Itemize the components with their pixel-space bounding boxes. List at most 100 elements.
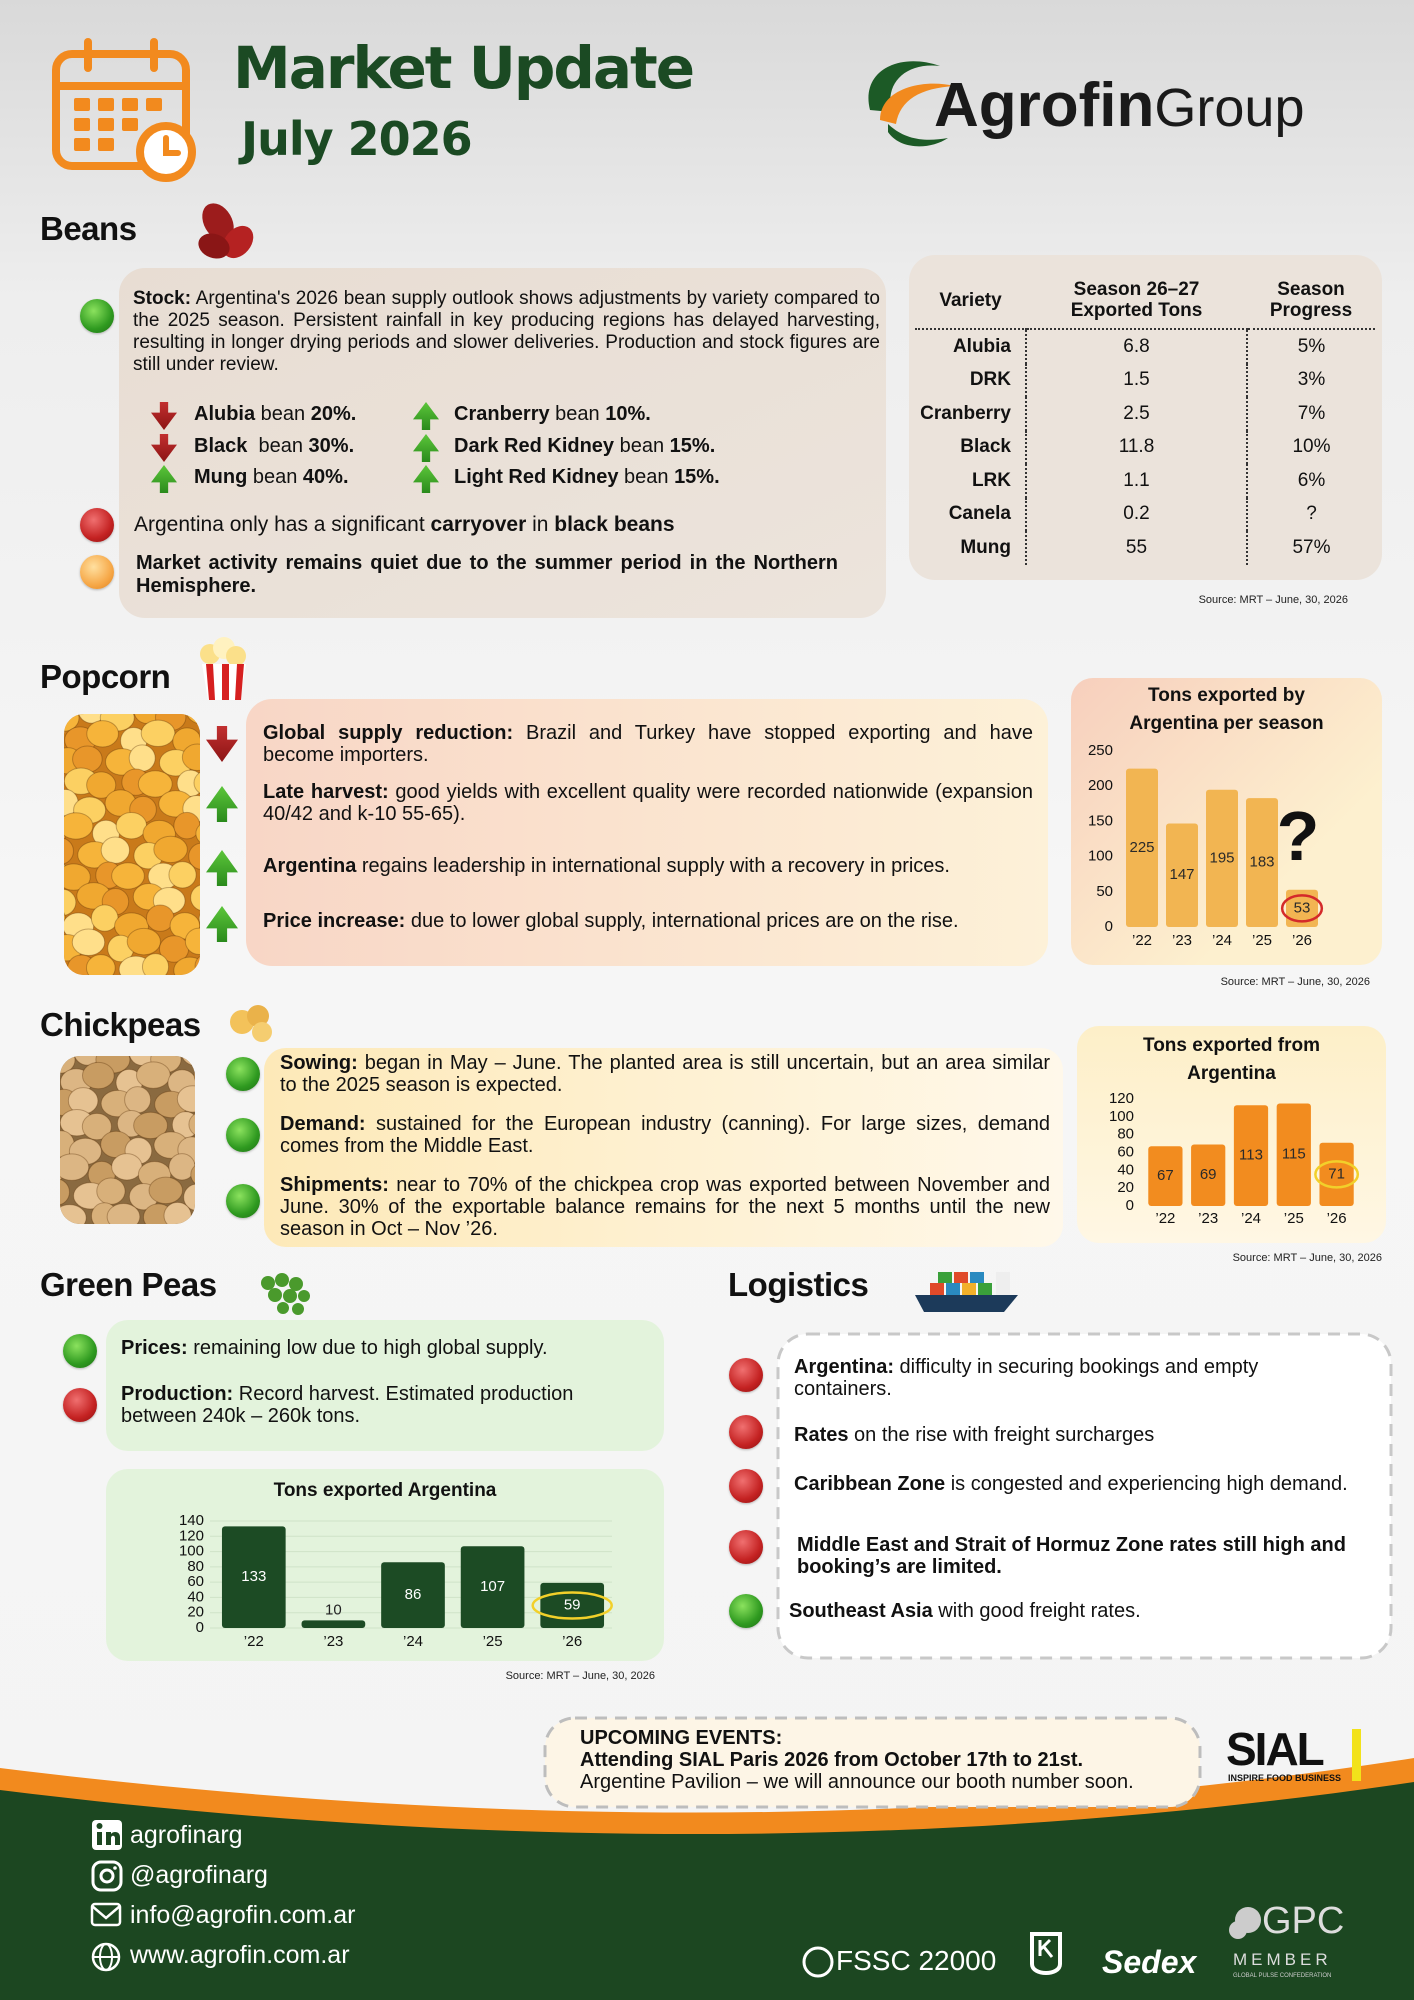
decoration — [106, 1320, 664, 1451]
decoration — [188, 842, 200, 871]
bar — [221, 1526, 286, 1628]
decoration — [81, 1112, 112, 1141]
bar — [1233, 1105, 1269, 1206]
bar — [1191, 1144, 1226, 1206]
decoration — [1229, 1921, 1247, 1939]
text-segment: Caribbean Zone — [794, 1473, 946, 1495]
decoration — [193, 1061, 195, 1089]
decoration — [954, 1272, 968, 1283]
text-segment: Middle East and Strait of Hormuz Zone ra… — [797, 1534, 1346, 1578]
table-cell: Black — [960, 436, 1011, 458]
change: Alubia bean 20%. — [194, 403, 356, 425]
decoration — [176, 1085, 195, 1113]
status-dot — [80, 555, 114, 589]
y-tick-label: 40 — [1117, 1161, 1134, 1178]
item: Sowing: began in May – June. The planted… — [280, 1052, 1050, 1096]
certification: Sedex — [1102, 1944, 1197, 1980]
bar — [1319, 1142, 1354, 1206]
text-segment: Production: — [121, 1383, 234, 1405]
text-segment: is congested and experiencing high deman… — [945, 1473, 1348, 1495]
x-tick-label: ’25 — [483, 1633, 503, 1650]
decoration — [970, 1272, 984, 1283]
decoration — [283, 1289, 297, 1303]
section-heading: Chickpeas — [40, 1006, 201, 1043]
decoration — [930, 1283, 944, 1295]
bar — [1276, 1103, 1311, 1206]
item: Middle East and Strait of Hormuz Zone ra… — [797, 1534, 1377, 1578]
decoration — [298, 1290, 310, 1302]
decoration — [71, 928, 106, 956]
status-dot — [80, 299, 114, 333]
text-segment: bean — [549, 403, 606, 425]
table-cell: 57% — [1292, 536, 1331, 558]
decoration — [91, 1860, 123, 1892]
decoration — [91, 1905, 121, 1920]
y-tick-label: 80 — [187, 1558, 204, 1575]
x-tick-label: ’23 — [1172, 932, 1192, 949]
table-cell: ? — [1306, 503, 1317, 525]
chart-title: Tons exported by Argentina per season — [1129, 685, 1324, 734]
item: Shipments: near to 70% of the chickpea c… — [280, 1174, 1050, 1240]
decoration — [96, 1177, 126, 1205]
value-label: 183 — [1249, 854, 1274, 871]
table-cell: Canela — [948, 503, 1011, 525]
decoration — [74, 98, 90, 111]
decoration — [202, 203, 234, 241]
decoration — [124, 1086, 152, 1114]
chart: 0 50 100 150 200 250 ’22 225 ’23 147 ’24 195 ’25 183 ’… — [1088, 742, 1324, 949]
table-cell: 2.5 — [1025, 397, 1248, 431]
decoration — [222, 225, 254, 259]
item: Prices: remaining low due to high global… — [121, 1337, 641, 1359]
text-segment: 30%. — [308, 435, 355, 457]
status-dot — [226, 1118, 260, 1152]
text-segment: 10%. — [605, 403, 651, 425]
table-cell: 6% — [1297, 469, 1326, 491]
decoration — [99, 1868, 115, 1884]
text-segment: Market activity remains quiet due to the… — [136, 552, 838, 597]
decoration — [126, 927, 161, 956]
text-segment: bean — [618, 466, 675, 488]
decoration — [97, 1832, 102, 1845]
decoration — [292, 1303, 304, 1315]
x-tick-label: ’26 — [1292, 932, 1312, 949]
decoration — [962, 1283, 976, 1295]
table-cell: 5% — [1297, 335, 1326, 357]
decoration — [141, 953, 170, 975]
decoration — [64, 837, 74, 865]
text-segment: bean — [614, 435, 670, 457]
decoration — [140, 719, 176, 747]
variety-table: Variety Season 26–27 Exported Tons Seaso… — [915, 272, 1375, 565]
source: Source: MRT – June, 30, 2026 — [505, 1670, 655, 1682]
decoration — [153, 835, 188, 864]
y-tick-label: 100 — [1109, 1108, 1134, 1125]
text-segment: black beans — [554, 513, 675, 536]
text-segment: UPCOMING EVENTS: — [580, 1727, 783, 1749]
status-dot — [63, 1334, 97, 1368]
decoration — [168, 1153, 195, 1181]
annotation: ? — [1277, 797, 1320, 875]
decoration — [111, 862, 145, 890]
table-cell: 6.8 — [1025, 329, 1248, 364]
chart-box: Tons exported Argentina 0 20 40 60 80 100 120 1… — [106, 1469, 664, 1661]
value-label: 107 — [480, 1578, 505, 1595]
table-row: Black 11.8 10% — [915, 430, 1375, 464]
text-segment: Record harvest. Estimated production bet… — [121, 1383, 574, 1427]
text-segment: 20%. — [310, 403, 357, 425]
text-segment: bean — [247, 435, 309, 457]
popcorn-photo — [64, 714, 200, 975]
text-segment: Mung — [194, 466, 248, 488]
decoration — [247, 1005, 269, 1027]
decoration — [85, 954, 116, 975]
section-heading: Popcorn — [40, 658, 171, 695]
text-segment: carryover — [430, 513, 527, 536]
table-cell: Mung — [960, 536, 1011, 558]
x-tick-label: ’26 — [1327, 1210, 1347, 1227]
value-label: 59 — [564, 1596, 581, 1613]
decoration — [198, 904, 200, 933]
change: Light Red Kidney bean 15%. — [454, 466, 720, 488]
value-label: 115 — [1282, 1146, 1306, 1163]
bar — [460, 1546, 525, 1628]
x-tick-label: ’22 — [244, 1633, 264, 1650]
